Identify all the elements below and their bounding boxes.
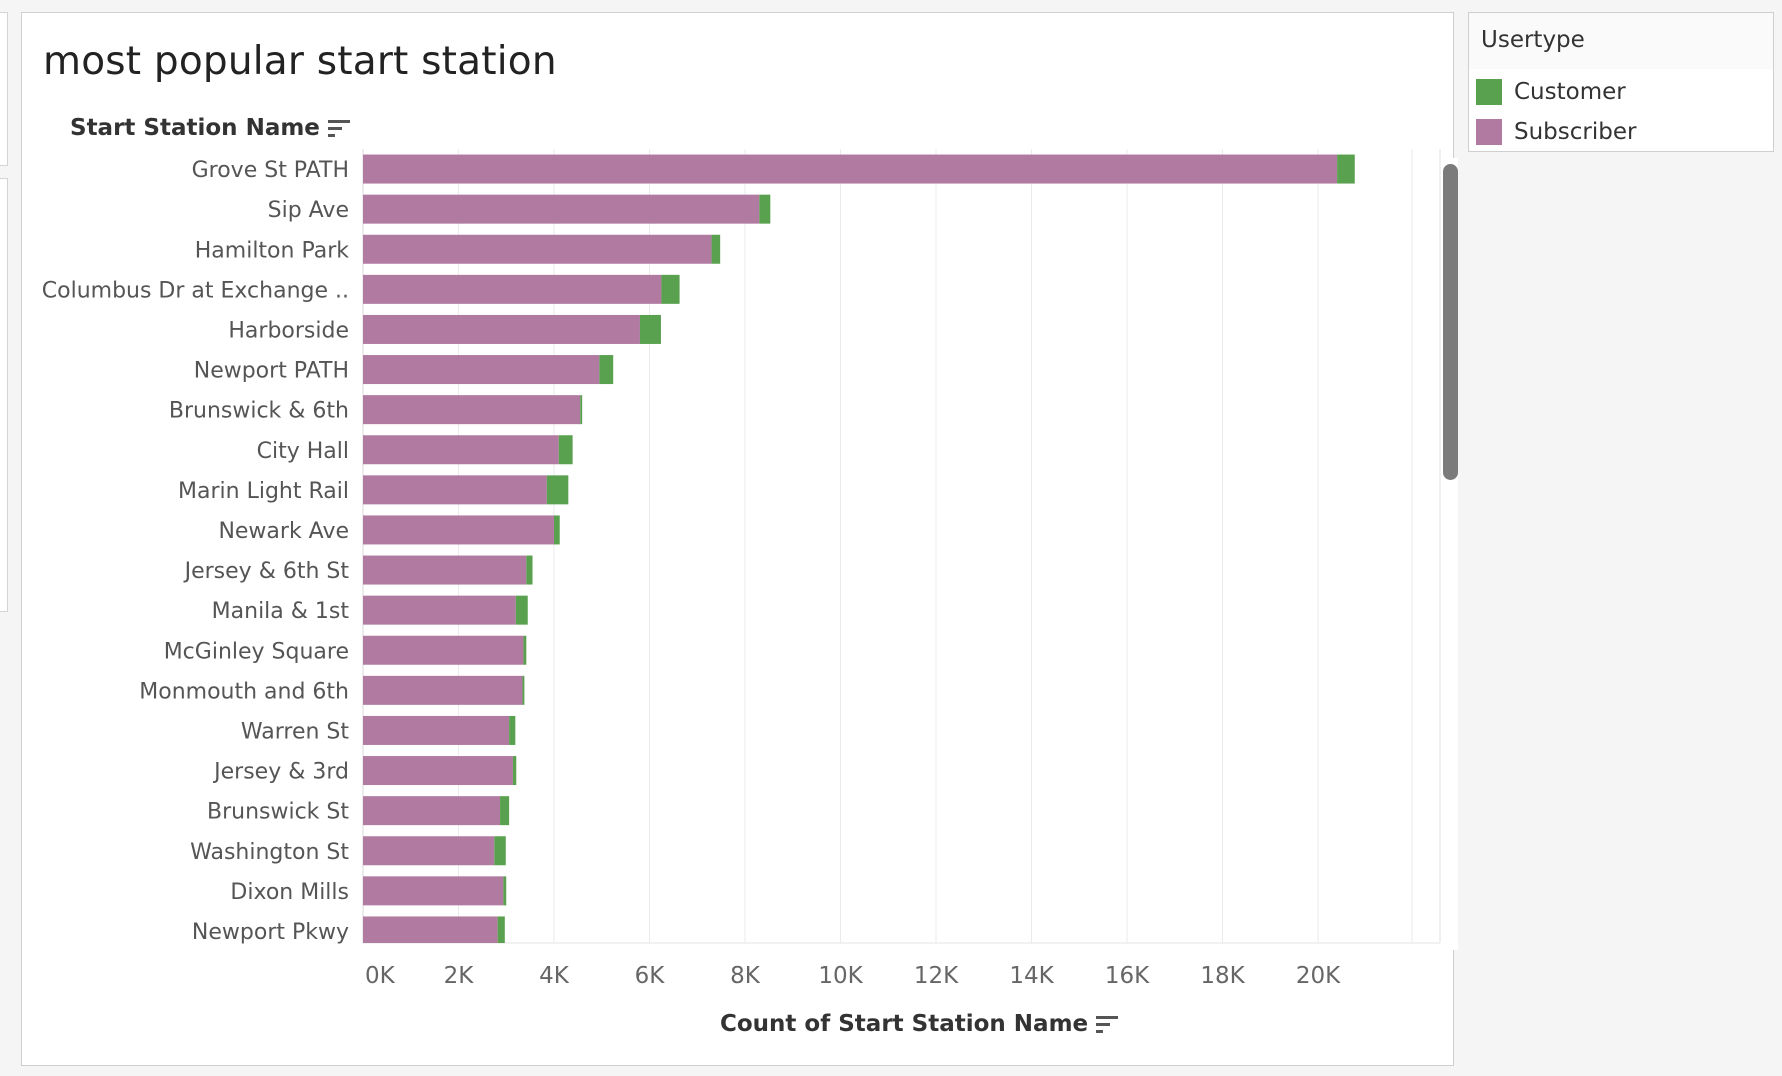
x-tick-label: 20K [1296, 963, 1341, 989]
bar-subscriber [363, 515, 554, 545]
sort-icon[interactable] [327, 119, 350, 137]
bar-customer [522, 675, 525, 705]
category-label: Dixon Mills [230, 880, 349, 905]
x-tick-label: 4K [539, 963, 570, 989]
category-label: Newport Pkwy [192, 920, 349, 945]
x-axis-title-label: Count of Start Station Name [720, 1011, 1089, 1037]
category-label: Marin Light Rail [178, 479, 349, 504]
x-tick-label: 6K [635, 963, 666, 989]
x-axis-title[interactable]: Count of Start Station Name [720, 1011, 1119, 1037]
bar-subscriber [363, 675, 523, 705]
bar-customer [580, 395, 583, 425]
category-label: Brunswick & 6th [169, 399, 349, 424]
scrollbar-thumb[interactable] [1443, 164, 1458, 480]
bar-customer [639, 314, 661, 344]
category-label: Jersey & 3rd [212, 760, 349, 785]
category-label: Harborside [228, 318, 349, 343]
x-tick-label: 18K [1200, 963, 1245, 989]
category-label: Newark Ave [218, 519, 349, 544]
bar-customer [558, 435, 573, 465]
adjacent-panel-edge-top [0, 12, 8, 166]
category-label: Hamilton Park [195, 238, 350, 263]
legend-title: Usertype [1469, 13, 1773, 69]
legend-item-subscriber[interactable]: Subscriber [1476, 119, 1636, 145]
bar-subscriber [363, 395, 581, 425]
category-label: City Hall [257, 439, 349, 464]
bar-subscriber [363, 876, 504, 906]
bar-subscriber [363, 916, 498, 943]
x-tick-label: 14K [1009, 963, 1054, 989]
bar-customer [546, 475, 569, 505]
bar-customer [759, 194, 771, 224]
bar-customer [494, 836, 506, 866]
x-tick-label: 10K [818, 963, 863, 989]
category-label: Columbus Dr at Exchange .. [42, 278, 349, 303]
legend-label-customer: Customer [1514, 79, 1626, 105]
bar-subscriber [363, 274, 662, 304]
bar-customer [661, 274, 680, 304]
legend-item-customer[interactable]: Customer [1476, 79, 1626, 105]
bar-subscriber [363, 234, 712, 264]
bar-subscriber [363, 715, 510, 745]
bar-subscriber [363, 836, 495, 866]
bar-customer [1337, 154, 1355, 184]
category-label: Jersey & 6th St [183, 559, 350, 584]
bar-customer [509, 715, 516, 745]
x-tick-label: 8K [730, 963, 761, 989]
bar-subscriber [363, 796, 501, 826]
category-label: Sip Ave [268, 198, 349, 223]
bar-chart: Grove St PATH Sip Ave Hamilton Park Columbu… [42, 149, 1441, 989]
x-tick-label: 0K [365, 963, 396, 989]
adjacent-panel-edge-bottom [0, 178, 8, 612]
bar-customer [599, 355, 614, 385]
bar-customer [497, 916, 505, 943]
bar-customer [526, 555, 533, 585]
bar-customer [512, 756, 517, 786]
bar-customer [515, 595, 528, 625]
legend-swatch-customer [1476, 79, 1502, 105]
category-label: Newport PATH [194, 359, 349, 384]
chart-panel: most popular start station Start Station… [21, 12, 1458, 1066]
bar-customer [503, 876, 507, 906]
row-axis-header[interactable]: Start Station Name [70, 115, 350, 141]
x-tick-label: 2K [444, 963, 475, 989]
bar-customer [554, 515, 560, 545]
legend-swatch-subscriber [1476, 119, 1502, 145]
category-label: Warren St [241, 719, 349, 744]
bar-subscriber [363, 435, 559, 465]
bar-subscriber [363, 635, 524, 665]
category-label: Washington St [190, 840, 349, 865]
category-label: Manila & 1st [212, 599, 350, 624]
category-label: Monmouth and 6th [139, 679, 349, 704]
category-label: Grove St PATH [192, 158, 349, 183]
x-tick-label: 16K [1105, 963, 1150, 989]
row-axis-header-label: Start Station Name [70, 115, 320, 141]
sort-icon[interactable] [1096, 1015, 1119, 1033]
category-label: Brunswick St [207, 800, 349, 825]
category-label: McGinley Square [164, 639, 349, 664]
bar-customer [711, 234, 721, 264]
bar-subscriber [363, 314, 640, 344]
bar-subscriber [363, 475, 547, 505]
bar-subscriber [363, 154, 1338, 184]
bar-subscriber [363, 595, 516, 625]
bar-subscriber [363, 194, 760, 224]
bar-customer [523, 635, 527, 665]
legend-panel: Usertype Customer Subscriber [1468, 12, 1774, 152]
bar-subscriber [363, 756, 513, 786]
legend-label-subscriber: Subscriber [1514, 119, 1637, 145]
x-tick-label: 12K [914, 963, 959, 989]
bar-subscriber [363, 555, 527, 585]
bar-subscriber [363, 355, 600, 385]
chart-title: most popular start station [43, 39, 557, 84]
bar-customer [500, 796, 510, 826]
